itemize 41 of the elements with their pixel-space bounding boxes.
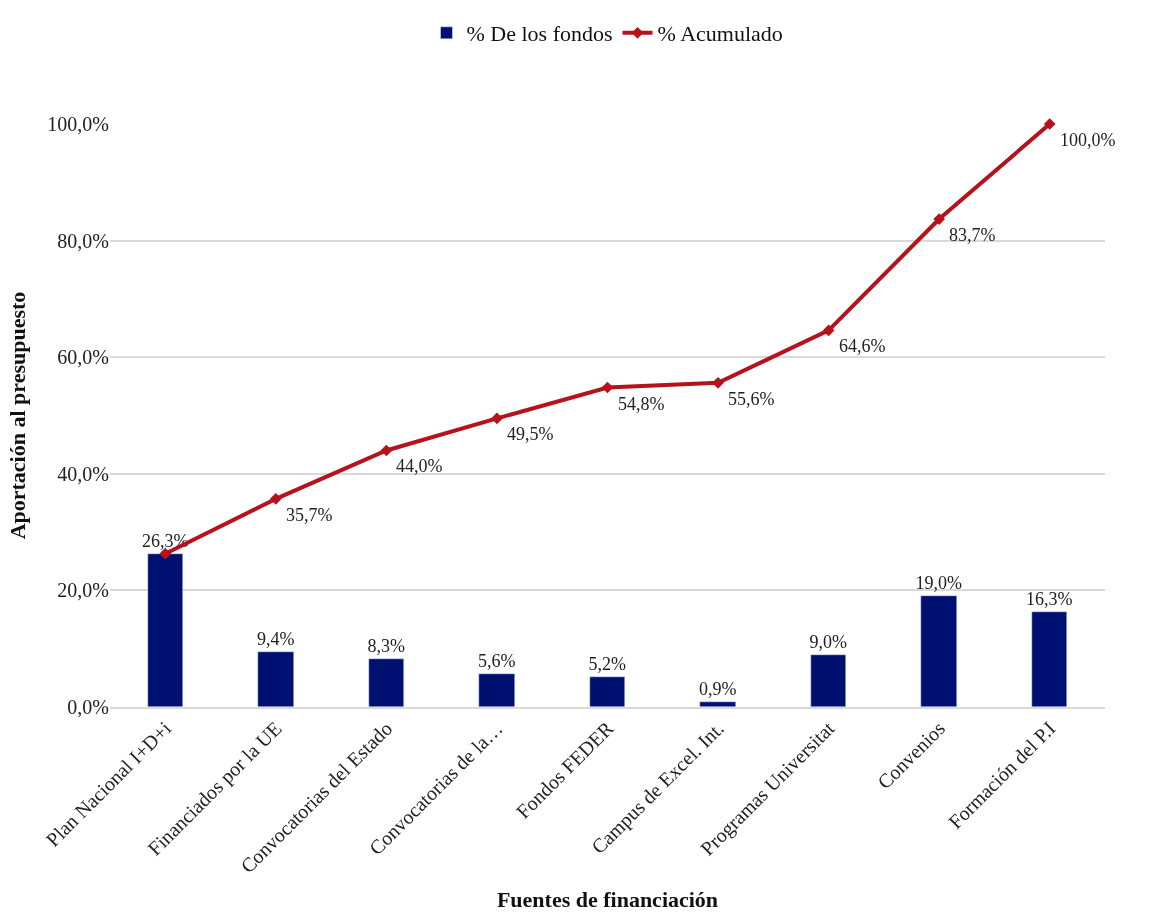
data-label: 54,8% (618, 394, 665, 414)
y-tick-label: 20,0% (57, 579, 109, 602)
y-tick-label: 100,0% (47, 113, 109, 135)
point (1043, 118, 1056, 130)
data-label: 16,3% (1026, 588, 1073, 609)
data-label: 9,0% (809, 631, 847, 652)
point (269, 493, 282, 505)
data-label: 5,2% (588, 653, 626, 674)
data-label: 64,6% (839, 336, 886, 356)
data-label: 19,0% (915, 572, 962, 593)
data-label: 8,3% (367, 635, 405, 656)
data-label: 5,6% (478, 650, 516, 671)
bar (810, 654, 846, 707)
bar (699, 701, 736, 707)
x-axis-title: Fuentes de financiación (496, 886, 719, 912)
data-label: 55,6% (728, 389, 775, 409)
point (491, 412, 503, 425)
bar (257, 651, 294, 707)
y-tick-label: 60,0% (57, 346, 109, 369)
bar (920, 595, 957, 707)
data-label: 83,7% (949, 225, 996, 245)
point (933, 213, 946, 225)
legend-label: % De los fondos (466, 21, 613, 47)
bar (589, 676, 625, 707)
y-tick-label: 0,0% (67, 696, 109, 718)
bar (478, 673, 515, 707)
data-label: 0,9% (699, 678, 737, 699)
data-label: 49,5% (507, 424, 554, 444)
bar (147, 553, 183, 707)
bar (1031, 611, 1067, 707)
point (380, 444, 393, 457)
data-label: 100,0% (1060, 130, 1116, 150)
point (822, 324, 835, 337)
data-label: 35,7% (286, 505, 333, 525)
y-tick-label: 40,0% (57, 462, 109, 485)
y-tick-label: 80,0% (57, 229, 109, 252)
data-label: 44,0% (396, 456, 443, 476)
bar (368, 658, 404, 707)
y-axis-title: Aportación al presupuesto (5, 291, 31, 540)
data-label: 9,4% (257, 628, 295, 649)
legend-label: % Acumulado (657, 21, 783, 47)
